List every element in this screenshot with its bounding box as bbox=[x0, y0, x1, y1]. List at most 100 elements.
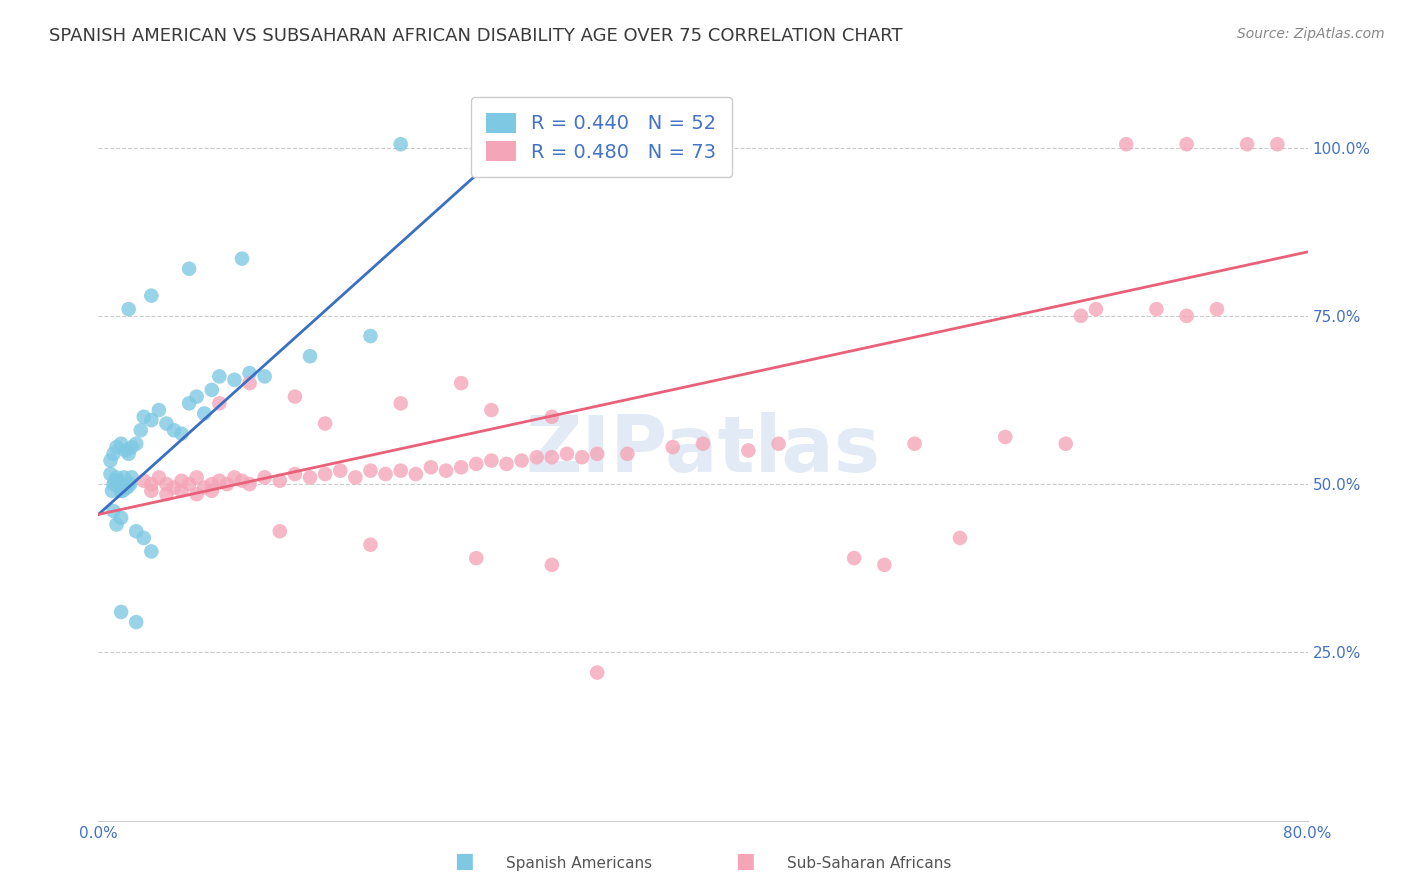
Point bbox=[586, 447, 609, 461]
Point bbox=[201, 477, 224, 491]
Point bbox=[105, 440, 128, 454]
Point bbox=[114, 443, 136, 458]
Point bbox=[873, 558, 896, 572]
Point bbox=[239, 376, 262, 391]
Point bbox=[155, 487, 177, 501]
Point bbox=[510, 453, 533, 467]
Point bbox=[526, 450, 548, 465]
Point bbox=[125, 436, 148, 450]
Point bbox=[284, 390, 307, 404]
Point bbox=[121, 470, 143, 484]
Legend: R = 0.440   N = 52, R = 0.480   N = 73: R = 0.440 N = 52, R = 0.480 N = 73 bbox=[471, 97, 733, 178]
Point bbox=[253, 470, 276, 484]
Point bbox=[344, 470, 367, 484]
Point bbox=[110, 510, 132, 524]
Point bbox=[179, 396, 201, 410]
Point bbox=[1206, 302, 1229, 317]
Text: ZIPatlas: ZIPatlas bbox=[526, 412, 880, 489]
Point bbox=[239, 477, 262, 491]
Point bbox=[1175, 137, 1198, 152]
Text: Source: ZipAtlas.com: Source: ZipAtlas.com bbox=[1237, 27, 1385, 41]
Point bbox=[314, 467, 336, 481]
Point bbox=[141, 483, 163, 498]
Point bbox=[186, 487, 208, 501]
Point bbox=[132, 531, 155, 545]
Point bbox=[115, 481, 138, 495]
Point bbox=[1267, 137, 1289, 152]
Point bbox=[141, 477, 163, 491]
Point bbox=[170, 483, 193, 498]
Point bbox=[110, 436, 132, 450]
Point bbox=[170, 426, 193, 441]
Point bbox=[141, 544, 163, 558]
Point bbox=[450, 376, 472, 391]
Point bbox=[103, 477, 125, 491]
Point bbox=[540, 409, 562, 424]
Point bbox=[179, 477, 201, 491]
Text: Spanish Americans: Spanish Americans bbox=[506, 855, 652, 871]
Point bbox=[360, 464, 382, 478]
Point bbox=[571, 450, 593, 465]
Point bbox=[768, 436, 790, 450]
Point bbox=[155, 477, 177, 491]
Point bbox=[224, 373, 246, 387]
Point bbox=[1085, 302, 1108, 317]
Text: ■: ■ bbox=[735, 851, 755, 871]
Point bbox=[208, 474, 231, 488]
Point bbox=[110, 605, 132, 619]
Point bbox=[100, 467, 122, 481]
Point bbox=[104, 474, 127, 488]
Point bbox=[1115, 137, 1137, 152]
Point bbox=[120, 477, 142, 491]
Point bbox=[118, 302, 141, 317]
Point bbox=[1054, 436, 1077, 450]
Point bbox=[163, 423, 186, 437]
Point bbox=[186, 390, 208, 404]
Point bbox=[495, 457, 517, 471]
Point bbox=[163, 481, 186, 495]
Point bbox=[434, 464, 457, 478]
Point bbox=[949, 531, 972, 545]
Point bbox=[389, 137, 412, 152]
Point bbox=[299, 349, 322, 363]
Point bbox=[201, 383, 224, 397]
Point bbox=[193, 481, 215, 495]
Point bbox=[105, 517, 128, 532]
Point bbox=[107, 474, 129, 488]
Point bbox=[481, 403, 503, 417]
Point bbox=[215, 477, 238, 491]
Point bbox=[101, 483, 124, 498]
Point bbox=[616, 447, 638, 461]
Point bbox=[141, 413, 163, 427]
Point bbox=[179, 261, 201, 276]
Point bbox=[389, 464, 412, 478]
Point bbox=[105, 470, 128, 484]
Point bbox=[125, 615, 148, 629]
Text: Sub-Saharan Africans: Sub-Saharan Africans bbox=[787, 855, 952, 871]
Point bbox=[450, 460, 472, 475]
Point bbox=[208, 396, 231, 410]
Point bbox=[231, 474, 253, 488]
Point bbox=[1070, 309, 1092, 323]
Point bbox=[329, 464, 352, 478]
Point bbox=[148, 470, 170, 484]
Point bbox=[253, 369, 276, 384]
Point bbox=[193, 407, 215, 421]
Point bbox=[299, 470, 322, 484]
Point bbox=[118, 477, 141, 491]
Point bbox=[737, 443, 759, 458]
Point bbox=[540, 450, 562, 465]
Point bbox=[108, 477, 131, 491]
Point bbox=[360, 329, 382, 343]
Point bbox=[132, 474, 155, 488]
Point bbox=[1144, 302, 1167, 317]
Point bbox=[224, 470, 246, 484]
Point bbox=[540, 558, 562, 572]
Point bbox=[465, 457, 488, 471]
Point bbox=[239, 366, 262, 380]
Point bbox=[405, 467, 427, 481]
Point bbox=[555, 447, 578, 461]
Point bbox=[155, 417, 177, 431]
Point bbox=[1175, 309, 1198, 323]
Point bbox=[314, 417, 336, 431]
